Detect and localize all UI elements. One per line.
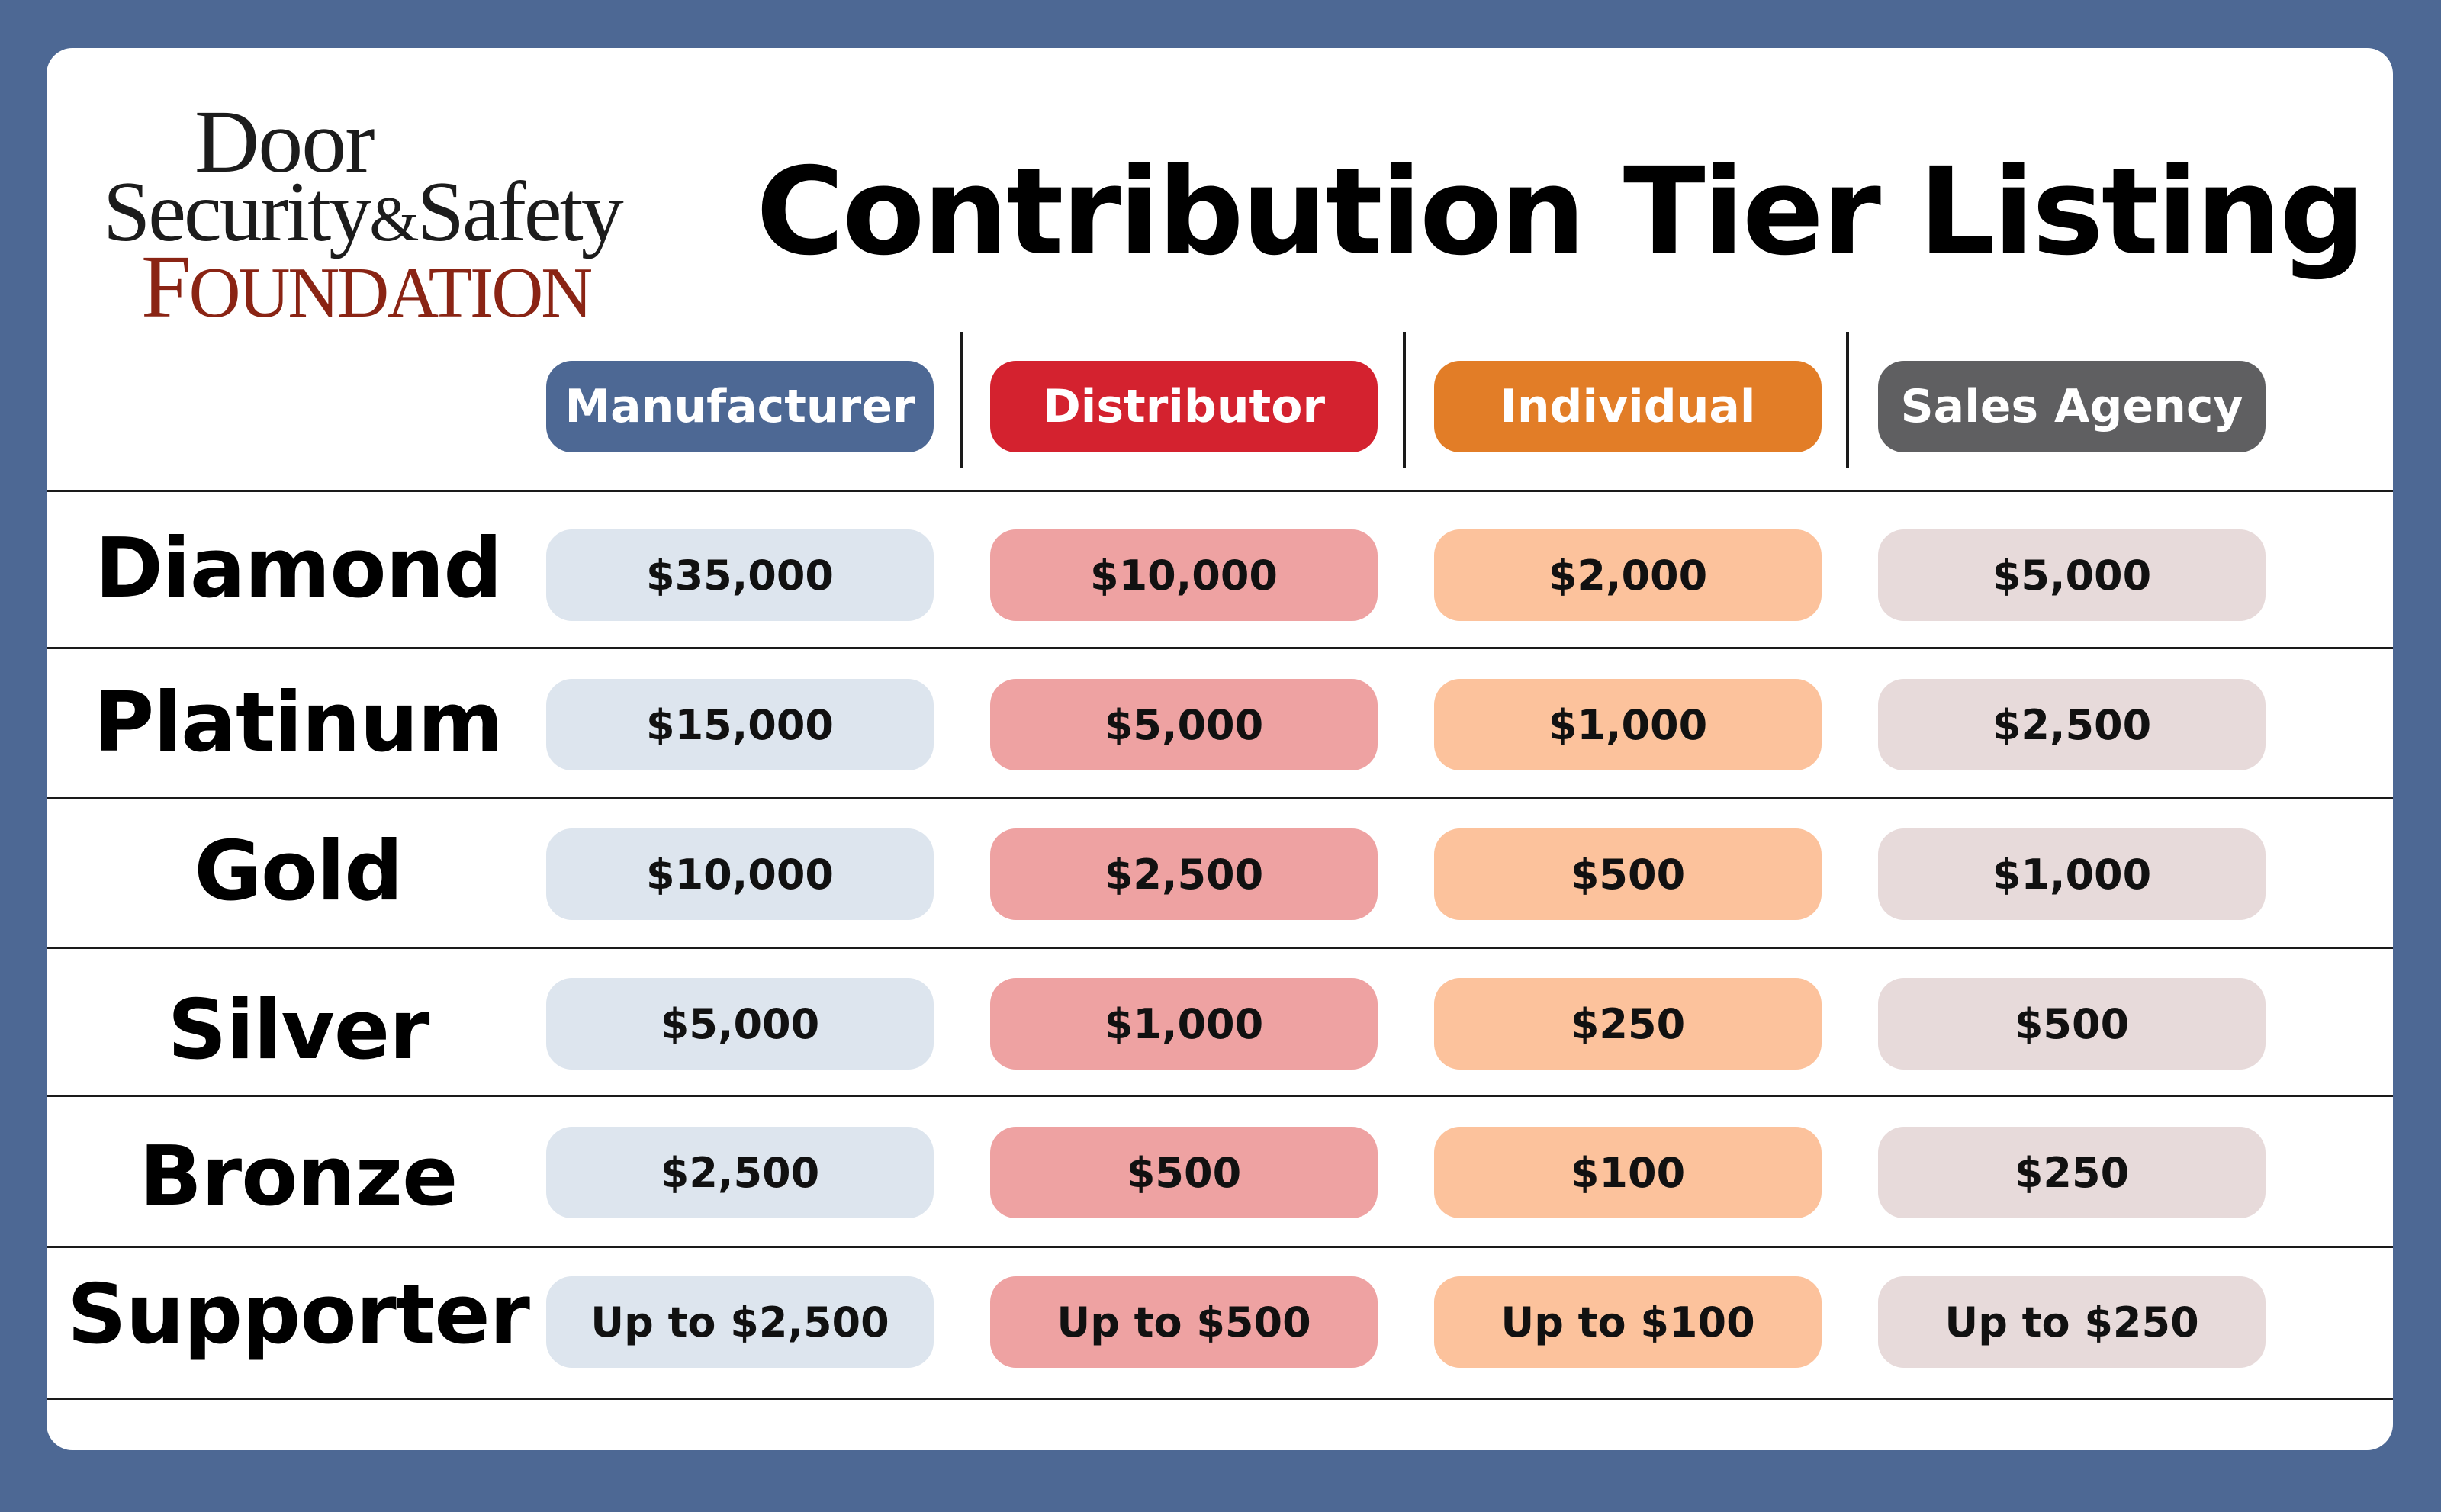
row-divider bbox=[47, 647, 2393, 649]
row-divider bbox=[47, 490, 2393, 492]
column-header-distributor: Distributor bbox=[990, 361, 1378, 452]
column-header-sales-agency: Sales Agency bbox=[1878, 361, 2266, 452]
value-cell-manufacturer: $35,000 bbox=[546, 529, 934, 621]
value-cell-distributor: $5,000 bbox=[990, 679, 1378, 770]
value-cell-sales-agency: $250 bbox=[1878, 1127, 2266, 1218]
header-divider bbox=[1403, 332, 1406, 468]
value-cell-manufacturer: $10,000 bbox=[546, 828, 934, 920]
value-cell-sales-agency: Up to $250 bbox=[1878, 1276, 2266, 1368]
tier-label-bronze: Bronze bbox=[139, 1128, 458, 1224]
row-divider bbox=[47, 947, 2393, 949]
value-cell-sales-agency: $5,000 bbox=[1878, 529, 2266, 621]
value-cell-individual: $500 bbox=[1434, 828, 1822, 920]
tier-label-gold: Gold bbox=[194, 823, 403, 919]
tier-label-diamond: Diamond bbox=[95, 520, 502, 616]
value-cell-individual: $100 bbox=[1434, 1127, 1822, 1218]
value-cell-distributor: $1,000 bbox=[990, 978, 1378, 1070]
value-cell-individual: Up to $100 bbox=[1434, 1276, 1822, 1368]
tier-label-supporter: Supporter bbox=[67, 1266, 530, 1362]
value-cell-distributor: $500 bbox=[990, 1127, 1378, 1218]
value-cell-sales-agency: $1,000 bbox=[1878, 828, 2266, 920]
value-cell-distributor: $10,000 bbox=[990, 529, 1378, 621]
row-divider bbox=[47, 797, 2393, 799]
header-divider bbox=[1846, 332, 1849, 468]
logo-line-foundation: FOUNDATION bbox=[141, 242, 593, 338]
tier-label-platinum: Platinum bbox=[93, 674, 503, 770]
logo-word-security: Security bbox=[103, 165, 371, 259]
value-cell-distributor: Up to $500 bbox=[990, 1276, 1378, 1368]
value-cell-manufacturer: $5,000 bbox=[546, 978, 934, 1070]
value-cell-manufacturer: $15,000 bbox=[546, 679, 934, 770]
logo-word-safety: Safety bbox=[416, 165, 624, 259]
logo-line-security-safety: Security&Safety bbox=[103, 165, 624, 265]
page-title: Contribution Tier Listing bbox=[756, 142, 2365, 282]
row-divider bbox=[47, 1398, 2393, 1400]
logo-ampersand: & bbox=[369, 184, 419, 255]
header-divider bbox=[960, 332, 963, 468]
logo-foundation-initial: F bbox=[141, 236, 191, 336]
column-header-manufacturer: Manufacturer bbox=[546, 361, 934, 452]
value-cell-sales-agency: $500 bbox=[1878, 978, 2266, 1070]
value-cell-manufacturer: Up to $2,500 bbox=[546, 1276, 934, 1368]
value-cell-individual: $1,000 bbox=[1434, 679, 1822, 770]
foundation-logo: Door Security&Safety FOUNDATION bbox=[103, 97, 728, 372]
row-divider bbox=[47, 1095, 2393, 1097]
tier-listing-card: Door Security&Safety FOUNDATION Contribu… bbox=[47, 48, 2393, 1450]
tier-label-silver: Silver bbox=[167, 982, 430, 1078]
value-cell-individual: $250 bbox=[1434, 978, 1822, 1070]
logo-foundation-rest: OUNDATION bbox=[188, 253, 593, 333]
column-header-individual: Individual bbox=[1434, 361, 1822, 452]
row-divider bbox=[47, 1246, 2393, 1248]
value-cell-individual: $2,000 bbox=[1434, 529, 1822, 621]
logo-line-door: Door bbox=[195, 92, 375, 191]
value-cell-distributor: $2,500 bbox=[990, 828, 1378, 920]
value-cell-sales-agency: $2,500 bbox=[1878, 679, 2266, 770]
value-cell-manufacturer: $2,500 bbox=[546, 1127, 934, 1218]
